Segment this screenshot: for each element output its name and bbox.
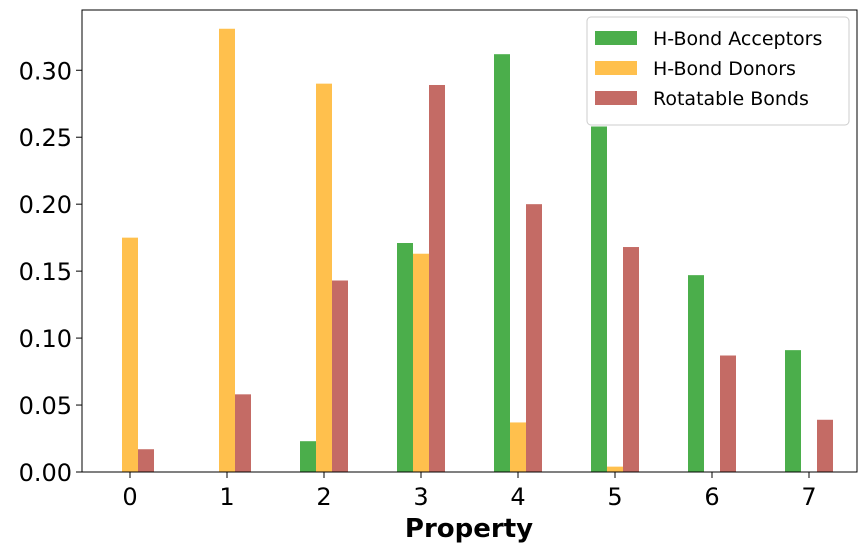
x-axis-title: Property: [405, 514, 533, 544]
bar-rotatable-bonds-2: [332, 280, 348, 472]
bar-h-bond-donors-4: [510, 422, 526, 472]
bar-rotatable-bonds-4: [526, 204, 542, 473]
bar-h-bond-acceptors-5: [591, 126, 607, 472]
y-tick-label: 0.05: [19, 392, 72, 420]
bar-h-bond-donors-0: [122, 237, 138, 472]
y-tick-label: 0.25: [19, 124, 72, 152]
bar-h-bond-acceptors-4: [494, 54, 510, 472]
y-tick-label: 0.15: [19, 258, 72, 286]
bar-h-bond-donors-1: [219, 28, 235, 472]
bar-h-bond-donors-2: [316, 83, 332, 473]
x-tick-label: 0: [122, 483, 137, 511]
legend-label-h-bond-donors: H-Bond Donors: [653, 58, 796, 80]
legend-box: [586, 16, 850, 126]
bar-h-bond-donors-5: [607, 466, 623, 472]
y-tick-label: 0.00: [19, 459, 72, 487]
legend-swatch-h-bond-acceptors: [595, 31, 637, 45]
y-tick-label: 0.20: [19, 191, 72, 219]
x-tick-label: 4: [510, 483, 525, 511]
bars-layer: [122, 28, 833, 473]
x-tick-label: 2: [316, 483, 331, 511]
y-tick-label: 0.10: [19, 325, 72, 353]
x-axis-ticks: 0 1 2 3 4 5 6 7: [122, 472, 817, 511]
legend: H-Bond Acceptors H-Bond Donors Rotatable B…: [586, 16, 850, 126]
x-tick-label: 3: [413, 483, 428, 511]
bar-h-bond-acceptors-6: [688, 275, 704, 472]
x-tick-label: 6: [704, 483, 719, 511]
bar-rotatable-bonds-3: [429, 84, 445, 473]
y-tick-label: 0.30: [19, 57, 72, 85]
x-tick-label: 7: [801, 483, 816, 511]
legend-label-h-bond-acceptors: H-Bond Acceptors: [653, 28, 822, 50]
x-tick-label: 5: [607, 483, 622, 511]
bar-rotatable-bonds-1: [235, 394, 251, 472]
x-tick-label: 1: [219, 483, 234, 511]
bar-rotatable-bonds-6: [720, 355, 736, 472]
bar-h-bond-acceptors-2: [300, 441, 316, 472]
bar-h-bond-acceptors-7: [785, 350, 801, 472]
bar-rotatable-bonds-5: [623, 247, 639, 472]
legend-swatch-h-bond-donors: [595, 61, 637, 75]
y-axis-ticks: 0.00 0.05 0.10 0.15 0.20 0.25 0.30: [19, 57, 82, 487]
bar-h-bond-acceptors-3: [397, 243, 413, 472]
bar-rotatable-bonds-7: [817, 419, 833, 472]
bar-h-bond-donors-3: [413, 253, 429, 472]
bar-rotatable-bonds-0: [138, 449, 154, 472]
plot-frame: [81, 9, 858, 473]
legend-label-rotatable-bonds: Rotatable Bonds: [653, 88, 809, 110]
legend-swatch-rotatable-bonds: [595, 91, 637, 105]
